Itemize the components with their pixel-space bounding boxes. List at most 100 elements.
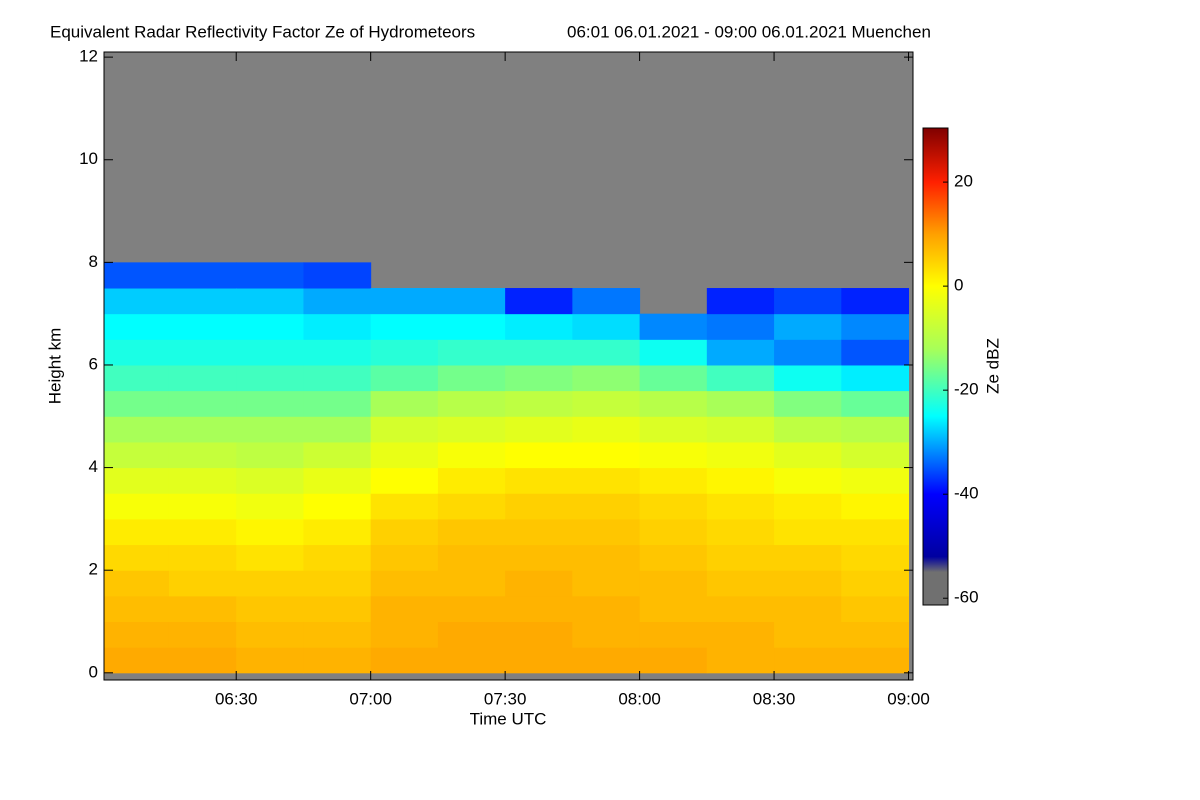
heatmap-cell xyxy=(505,621,573,648)
heatmap-cell xyxy=(168,288,237,315)
heatmap-cell xyxy=(303,544,372,571)
heatmap-cell xyxy=(841,390,910,417)
heatmap-cell xyxy=(841,416,910,443)
heatmap-cell xyxy=(774,441,842,469)
heatmap-cell xyxy=(437,493,506,520)
heatmap-cell xyxy=(168,467,237,494)
heatmap-cell xyxy=(303,518,372,546)
heatmap-cell xyxy=(505,647,573,674)
heatmap-cell xyxy=(572,441,641,469)
colorbar-tick-label: 20 xyxy=(954,172,973,191)
heatmap-cell xyxy=(706,570,775,597)
heatmap-cell xyxy=(303,570,372,597)
heatmap-cell xyxy=(168,493,237,520)
heatmap-cell xyxy=(303,313,372,340)
colorbar-tick-label: -40 xyxy=(954,484,979,503)
heatmap-cell xyxy=(572,467,641,494)
heatmap-cell xyxy=(706,441,775,469)
chart-title: Equivalent Radar Reflectivity Factor Ze … xyxy=(50,22,475,41)
heatmap-cell xyxy=(168,544,237,571)
heatmap-cell xyxy=(437,570,506,597)
heatmap-cell xyxy=(572,416,641,443)
heatmap-cell xyxy=(370,595,439,623)
x-tick-label: 06:30 xyxy=(215,689,258,708)
heatmap-cell xyxy=(639,544,708,571)
heatmap-cell xyxy=(841,493,910,520)
heatmap-cell xyxy=(774,364,842,392)
heatmap-cell xyxy=(104,288,170,315)
heatmap-cell xyxy=(104,621,170,648)
heatmap-cell xyxy=(303,416,372,443)
heatmap-cell xyxy=(841,288,910,315)
heatmap-cell xyxy=(572,647,641,674)
heatmap-cell xyxy=(505,313,573,340)
heatmap-cell xyxy=(706,647,775,674)
y-tick-label: 0 xyxy=(89,662,98,681)
heatmap-cell xyxy=(841,647,910,674)
heatmap-cell xyxy=(168,595,237,623)
heatmap-cell xyxy=(168,647,237,674)
heatmap-cell xyxy=(505,441,573,469)
x-tick-label: 09:00 xyxy=(887,689,930,708)
heatmap-cell xyxy=(572,544,641,571)
y-tick-label: 6 xyxy=(89,354,98,373)
heatmap-cell xyxy=(505,595,573,623)
x-tick-label: 07:30 xyxy=(484,689,527,708)
heatmap-cell xyxy=(437,364,506,392)
heatmap-cell xyxy=(236,390,304,417)
heatmap-cell xyxy=(303,390,372,417)
heatmap-cell xyxy=(236,416,304,443)
heatmap-cell xyxy=(841,518,910,546)
plot-frame xyxy=(103,51,914,681)
heatmap-cell xyxy=(774,339,842,366)
heatmap-cell xyxy=(104,364,170,392)
heatmap-cell xyxy=(303,467,372,494)
heatmap-cell xyxy=(437,288,506,315)
heatmap-cell xyxy=(303,647,372,674)
heatmap-cell xyxy=(437,467,506,494)
heatmap-cell xyxy=(505,339,573,366)
heatmap-cell xyxy=(706,595,775,623)
heatmap-cell xyxy=(437,647,506,674)
heatmap-cell xyxy=(572,390,641,417)
heatmap-cell xyxy=(572,364,641,392)
heatmap-cell xyxy=(437,441,506,469)
heatmap-cell xyxy=(104,467,170,494)
heatmap-cell xyxy=(505,493,573,520)
heatmap-cell xyxy=(639,595,708,623)
heatmap-cell xyxy=(706,621,775,648)
heatmap-cell xyxy=(370,364,439,392)
heatmap-cell xyxy=(774,467,842,494)
heatmap-cell xyxy=(236,313,304,340)
heatmap-cell xyxy=(774,390,842,417)
heatmap-cell xyxy=(104,595,170,623)
heatmap-cell xyxy=(104,647,170,674)
heatmap-cell xyxy=(841,570,910,597)
heatmap-cell xyxy=(370,467,439,494)
heatmap-cell xyxy=(236,364,304,392)
heatmap-cell xyxy=(168,518,237,546)
heatmap-cell xyxy=(303,493,372,520)
heatmap-cell xyxy=(437,621,506,648)
heatmap-cell xyxy=(168,441,237,469)
heatmap-cell xyxy=(370,518,439,546)
heatmap-cell xyxy=(370,544,439,571)
heatmap-cell xyxy=(505,416,573,443)
y-tick-label: 12 xyxy=(79,47,98,66)
heatmap-cell xyxy=(841,595,910,623)
x-tick-label: 08:30 xyxy=(753,689,796,708)
heatmap-cell xyxy=(370,493,439,520)
x-axis-label: Time UTC xyxy=(470,709,547,728)
heatmap-cell xyxy=(168,364,237,392)
heatmap-cell xyxy=(774,493,842,520)
heatmap-cell xyxy=(572,595,641,623)
heatmap-cell xyxy=(505,390,573,417)
heatmap-cell xyxy=(370,339,439,366)
heatmap-cell xyxy=(104,390,170,417)
heatmap-cell xyxy=(572,493,641,520)
y-tick-label: 8 xyxy=(89,252,98,271)
heatmap-cell xyxy=(639,390,708,417)
heatmap-cell xyxy=(168,339,237,366)
heatmap-cell xyxy=(639,570,708,597)
heatmap-cell xyxy=(505,364,573,392)
